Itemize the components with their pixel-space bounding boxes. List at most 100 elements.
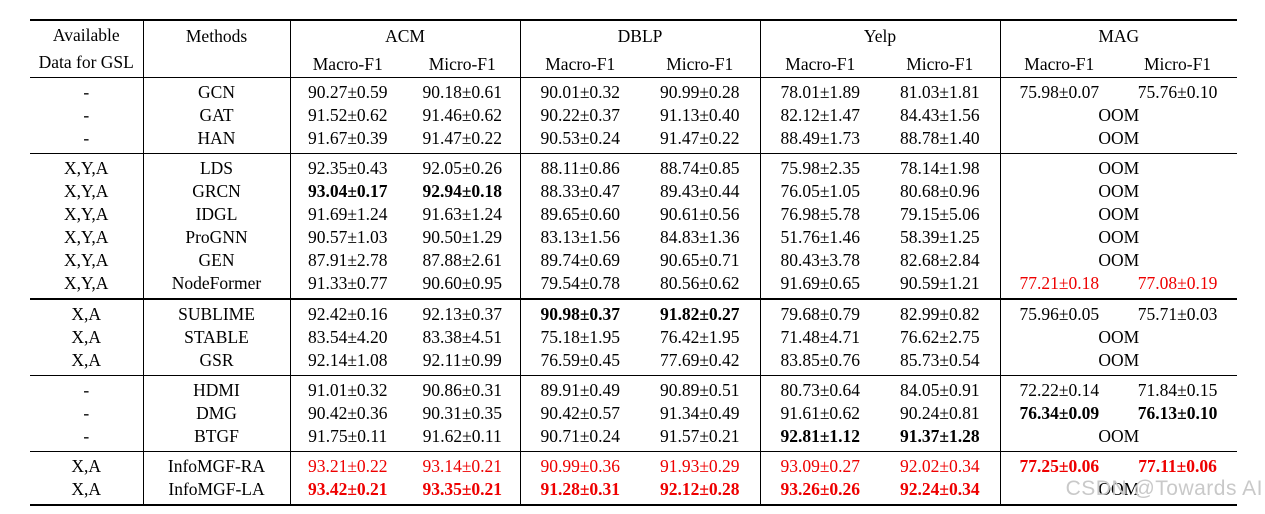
score-cell: 84.43±1.56 (899, 105, 980, 125)
header-acm-macro-f1: Macro-F1 (289, 51, 405, 78)
header-dataset-dblp: DBLP (519, 20, 761, 51)
oom-cell: OOM (999, 203, 1238, 226)
table-row-hdmi: - HDMI 91.01±0.32 90.86±0.31 89.91±0.49 90.89… (30, 375, 1237, 402)
score-cell: 92.05±0.26 (422, 158, 503, 178)
method-cell: GRCN (142, 180, 290, 203)
score-cell: 89.65±0.60 (519, 203, 640, 226)
score-cell: 92.42±0.16 (289, 299, 405, 326)
score-cell: 90.01±0.32 (519, 77, 640, 104)
score-cell: 90.18±0.61 (422, 82, 503, 102)
table-header: Available Data for GSL Methods ACM DBLP … (30, 20, 1238, 78)
score-cell: 77.08±0.19 (1137, 273, 1218, 293)
table-row-grcn: X,Y,A GRCN 93.04±0.17 92.94±0.18 88.33±0.47 8… (30, 180, 1238, 203)
score-cell: 92.12±0.28 (659, 479, 740, 499)
score-cell: 92.02±0.34 (899, 456, 980, 476)
score-cell: 79.15±5.06 (899, 204, 980, 224)
method-cell: InfoMGF-RA (142, 451, 290, 478)
score-cell: 91.75±0.11 (289, 425, 405, 452)
score-cell: 51.76±1.46 (759, 226, 881, 249)
method-cell: GEN (142, 249, 290, 272)
score-cell: 89.91±0.49 (519, 375, 640, 402)
score-cell: 88.49±1.73 (759, 127, 881, 154)
score-cell: 83.13±1.56 (519, 226, 640, 249)
score-cell: 76.62±2.75 (899, 327, 980, 347)
oom-cell: OOM (999, 349, 1238, 376)
score-cell: 58.39±1.25 (899, 227, 980, 247)
method-group-2: X,Y,A LDS 92.35±0.43 92.05±0.26 88.11±0.86 88… (30, 153, 1238, 299)
score-cell: 76.59±0.45 (519, 349, 640, 376)
score-cell: 91.37±1.28 (899, 426, 980, 446)
table-row-dmg: - DMG 90.42±0.36 90.31±0.35 90.42±0.57 91.34±… (30, 402, 1237, 425)
method-cell: BTGF (142, 425, 290, 452)
score-cell: 80.43±3.78 (759, 249, 881, 272)
score-cell: 76.98±5.78 (759, 203, 881, 226)
score-cell: 90.42±0.36 (289, 402, 405, 425)
table-row-gcn: - GCN 90.27±0.59 90.18±0.61 90.01±0.32 90.99±… (30, 77, 1237, 104)
score-cell: 91.34±0.49 (659, 403, 740, 423)
method-cell: STABLE (142, 326, 290, 349)
score-cell: 93.09±0.27 (759, 451, 881, 478)
oom-cell: OOM (999, 478, 1238, 505)
available-data-cell: X,Y,A (64, 204, 109, 224)
oom-cell: OOM (999, 226, 1238, 249)
score-cell: 77.21±0.18 (999, 272, 1119, 299)
oom-cell: OOM (999, 326, 1238, 349)
available-data-cell: X,Y,A (64, 227, 109, 247)
oom-cell: OOM (999, 425, 1238, 452)
header-mag-macro-f1: Macro-F1 (999, 51, 1119, 78)
header-row-metrics: Macro-F1 Micro-F1 Macro-F1 Micro-F1 Macr… (30, 51, 1237, 78)
score-cell: 76.34±0.09 (999, 402, 1119, 425)
table-row-sublime: X,A SUBLIME 92.42±0.16 92.13±0.37 90.98±0.37… (30, 299, 1237, 326)
score-cell: 78.01±1.89 (759, 77, 881, 104)
score-cell: 90.99±0.28 (659, 82, 740, 102)
score-cell: 91.69±0.65 (759, 272, 881, 299)
score-cell: 91.52±0.62 (289, 104, 405, 127)
available-data-cell: - (83, 128, 90, 148)
score-cell: 82.68±2.84 (899, 250, 980, 270)
score-cell: 93.21±0.22 (289, 451, 405, 478)
score-cell: 90.60±0.95 (422, 273, 503, 293)
method-group-1: - GCN 90.27±0.59 90.18±0.61 90.01±0.32 90.99±… (30, 77, 1238, 154)
score-cell: 91.67±0.39 (289, 127, 405, 154)
method-cell: InfoMGF-LA (142, 478, 290, 505)
table-bottom-rule (30, 504, 1237, 505)
available-data-cell: X,A (71, 456, 102, 476)
score-cell: 87.88±2.61 (422, 250, 503, 270)
watermark-text: CSDN @Towards AI (1065, 477, 1263, 500)
score-cell: 88.74±0.85 (659, 158, 740, 178)
score-cell: 83.38±4.51 (422, 327, 503, 347)
header-mag-micro-f1: Micro-F1 (1143, 54, 1212, 74)
score-cell: 71.84±0.15 (1137, 380, 1218, 400)
table-row-stable: X,A STABLE 83.54±4.20 83.38±4.51 75.18±1.95 7… (30, 326, 1238, 349)
score-cell: 92.14±1.08 (289, 349, 405, 376)
score-cell: 77.69±0.42 (659, 350, 740, 370)
available-data-cell: X,Y,A (64, 250, 109, 270)
available-data-cell: X,A (71, 479, 102, 499)
score-cell: 78.14±1.98 (899, 158, 980, 178)
score-cell: 87.91±2.78 (289, 249, 405, 272)
header-dataset-mag: MAG (999, 20, 1238, 51)
method-group-3: X,A SUBLIME 92.42±0.16 92.13±0.37 90.98±0.37… (30, 299, 1238, 376)
results-table: Available Data for GSL Methods ACM DBLP … (30, 19, 1238, 506)
table-row-btgf: - BTGF 91.75±0.11 91.62±0.11 90.71±0.24 91.57… (30, 425, 1238, 452)
score-cell: 88.33±0.47 (519, 180, 640, 203)
available-data-cell: X,Y,A (64, 181, 109, 201)
score-cell: 90.86±0.31 (422, 380, 503, 400)
method-group-4: - HDMI 91.01±0.32 90.86±0.31 89.91±0.49 90.89… (30, 375, 1238, 452)
method-cell: NodeFormer (142, 272, 290, 299)
score-cell: 75.96±0.05 (999, 299, 1119, 326)
score-cell: 71.48±4.71 (759, 326, 881, 349)
oom-cell: OOM (999, 104, 1238, 127)
available-data-cell: - (83, 380, 90, 400)
method-cell: GAT (142, 104, 290, 127)
score-cell: 88.78±1.40 (899, 128, 980, 148)
method-cell: GCN (142, 77, 290, 104)
score-cell: 89.43±0.44 (659, 181, 740, 201)
score-cell: 90.98±0.37 (519, 299, 640, 326)
score-cell: 91.33±0.77 (289, 272, 405, 299)
header-available-line1: Available (52, 25, 120, 45)
header-methods: Methods (142, 20, 290, 78)
method-cell: ProGNN (142, 226, 290, 249)
score-cell: 93.35±0.21 (422, 479, 503, 499)
score-cell: 80.68±0.96 (899, 181, 980, 201)
